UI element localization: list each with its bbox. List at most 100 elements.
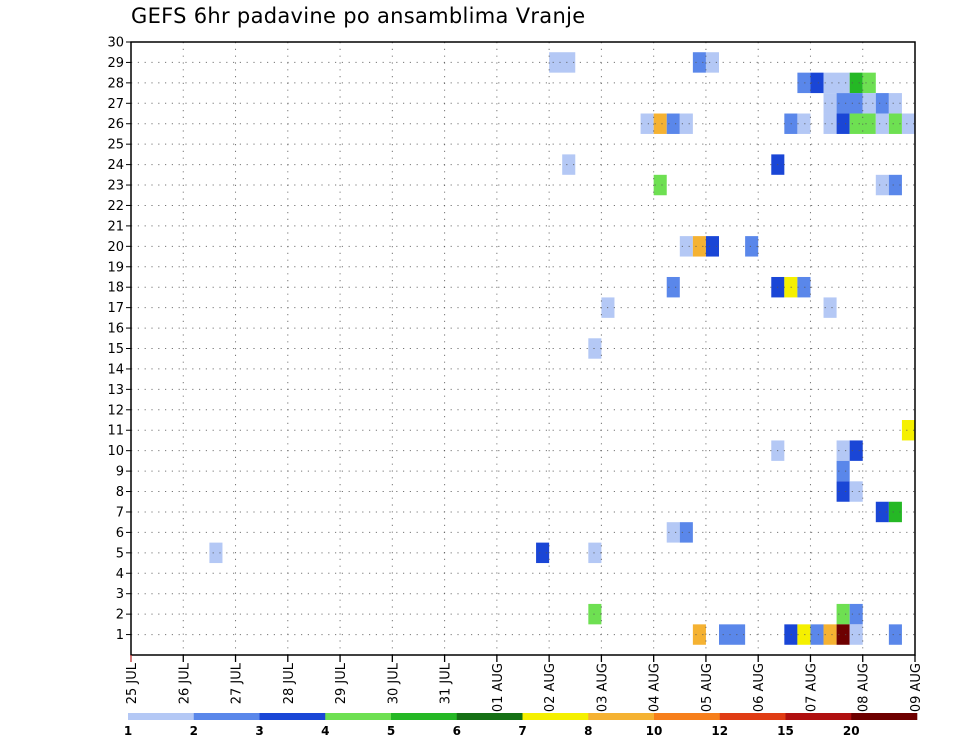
heatmap-cell [588, 603, 602, 625]
heatmap-cell [588, 542, 602, 564]
y-tick-label: 7 [116, 505, 124, 520]
heatmap-cell [666, 276, 680, 298]
colorbar-swatch [128, 713, 195, 720]
heatmap-cell [849, 440, 863, 461]
heatmap-cell [797, 113, 811, 134]
heatmap-cell [849, 603, 863, 625]
heatmap-cell [797, 276, 811, 298]
y-tick-label: 19 [107, 260, 124, 275]
chart-title: GEFS 6hr padavine po ansamblima Vranje [131, 4, 586, 28]
colorbar-level-label: 5 [387, 724, 395, 738]
colorbar-level-label: 4 [321, 724, 329, 738]
heatmap-cell [888, 93, 902, 114]
heatmap-cell [888, 501, 902, 523]
colorbar-level-label: 3 [255, 724, 263, 738]
y-tick-label: 15 [107, 342, 124, 357]
x-tick-label: 08 AUG [857, 663, 872, 712]
y-tick-label: 26 [107, 117, 124, 132]
colorbar-swatch [851, 713, 918, 720]
y-tick-label: 5 [116, 546, 124, 561]
colorbar-swatch [588, 713, 655, 720]
x-tick-label: 04 AUG [648, 663, 663, 712]
heatmap-cell [888, 113, 902, 134]
heatmap-cell [888, 624, 902, 645]
colorbar-swatch [522, 713, 589, 720]
heatmap-cell [862, 72, 876, 94]
y-axis: 1234567891011121314151617181920212223242… [107, 36, 131, 643]
colorbar: 1 2 3 4 5 6 7 8 10 12 15 20 [124, 713, 918, 738]
heatmap-cell [745, 236, 759, 257]
heatmap-cell [692, 624, 706, 645]
colorbar-swatch [259, 713, 326, 720]
heatmap-cell [875, 174, 889, 196]
x-tick-label: 05 AUG [700, 663, 715, 712]
heatmap-cell [562, 154, 576, 175]
heatmap-cell [640, 113, 654, 134]
heatmap-cell [823, 297, 837, 318]
x-tick-label: 31 JUL [439, 662, 454, 704]
heatmap-cell [705, 236, 719, 257]
heatmap-cell [719, 624, 746, 645]
heatmap-cell [810, 72, 824, 94]
colorbar-swatch [193, 713, 260, 720]
x-tick-label: 02 AUG [543, 663, 558, 712]
heatmap-cell [536, 542, 550, 564]
heatmap-cell [666, 113, 680, 134]
y-tick-label: 16 [107, 322, 124, 337]
y-tick-label: 10 [107, 444, 124, 459]
heatmap-cell [549, 52, 576, 73]
heatmap-cell [862, 93, 876, 114]
colorbar-level-label: 8 [584, 724, 592, 738]
x-tick-label: 06 AUG [752, 663, 767, 712]
heatmap-cell [901, 420, 915, 441]
y-tick-label: 14 [107, 362, 124, 377]
colorbar-swatch [654, 713, 721, 720]
y-tick-label: 28 [107, 76, 124, 91]
y-tick-label: 22 [107, 199, 124, 214]
y-tick-label: 24 [107, 158, 124, 173]
colorbar-swatch [456, 713, 523, 720]
heatmap-cell [692, 236, 706, 257]
y-tick-label: 17 [107, 301, 124, 316]
y-tick-label: 1 [116, 628, 124, 643]
heatmap-cell [836, 440, 850, 461]
x-tick-label: 29 JUL [334, 662, 349, 704]
y-tick-label: 8 [116, 485, 124, 500]
heatmap-cell [653, 113, 667, 134]
heatmap-cell [679, 522, 693, 543]
x-tick-label: 07 AUG [804, 663, 819, 712]
x-tick-label: 09 AUG [909, 663, 924, 712]
x-tick-label: 26 JUL [177, 662, 192, 704]
x-tick-label: 27 JUL [230, 662, 245, 704]
heatmap-cell [705, 52, 719, 73]
heatmap-cell [653, 174, 667, 196]
x-tick-label: 03 AUG [595, 663, 610, 712]
heatmap-cell [875, 501, 889, 523]
x-axis: 25 JUL 26 JUL 27 JUL 28 JUL 29 JUL 30 JUL 31 J… [125, 655, 924, 712]
y-tick-label: 2 [116, 608, 124, 623]
heatmap-cell [875, 113, 889, 134]
heatmap-cell [836, 603, 850, 625]
heatmap-cell [849, 481, 863, 502]
y-tick-label: 18 [107, 281, 124, 296]
heatmap-cell [692, 52, 706, 73]
heatmap-cell [888, 174, 902, 196]
y-tick-label: 23 [107, 179, 124, 194]
heatmap-cell [588, 338, 602, 359]
colorbar-swatch [391, 713, 458, 720]
colorbar-level-label: 2 [190, 724, 198, 738]
x-tick-label: 25 JUL [125, 662, 140, 704]
heatmap-cell [209, 542, 223, 564]
heatmap-cell [836, 93, 863, 114]
y-tick-label: 3 [116, 587, 124, 602]
y-tick-label: 12 [107, 403, 124, 418]
y-tick-label: 20 [107, 240, 124, 255]
heatmap-cell [836, 624, 850, 645]
heatmap-cell [901, 113, 915, 134]
heatmap-cell [849, 624, 863, 645]
x-tick-label: 28 JUL [282, 662, 297, 704]
heatmap-cell [797, 72, 811, 94]
colorbar-level-label: 20 [843, 724, 860, 738]
y-tick-label: 27 [107, 97, 124, 112]
heatmap-cell [679, 236, 693, 257]
